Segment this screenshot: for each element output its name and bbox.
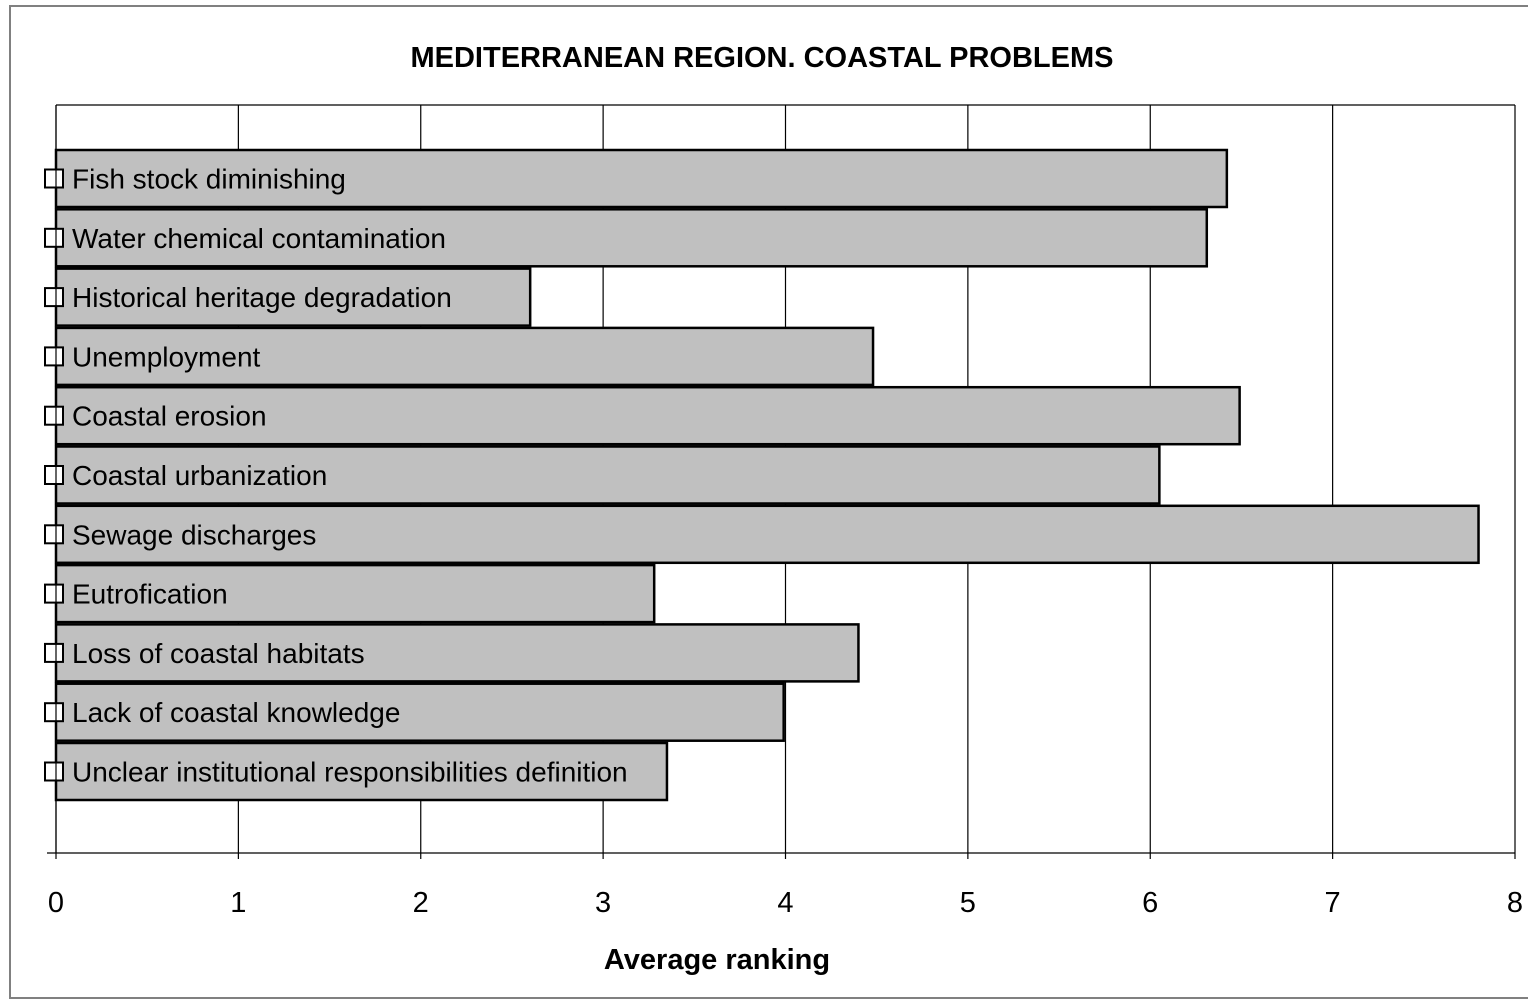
chart-title: MEDITERRANEAN REGION. COASTAL PROBLEMS (410, 42, 1113, 74)
bars (54, 148, 1480, 802)
x-axis: 0 1 2 3 4 5 6 7 8 (47, 105, 1523, 919)
category-label: Loss of coastal habitats (72, 638, 365, 669)
bar (54, 148, 1229, 209)
category-label: Historical heritage degradation (72, 282, 452, 313)
x-tick-label: 0 (48, 887, 64, 919)
bar (54, 385, 1241, 446)
x-tick-label: 8 (1507, 887, 1523, 919)
x-tick-label: 2 (413, 887, 429, 919)
x-tick-label: 5 (960, 887, 976, 919)
category-label: Coastal erosion (72, 401, 267, 432)
x-tick-label: 1 (230, 887, 246, 919)
category-label: Unemployment (72, 341, 261, 372)
category-marker (44, 642, 64, 663)
x-axis-title: Average ranking (604, 944, 830, 976)
category-marker (44, 702, 64, 723)
x-tick-label: 7 (1325, 887, 1341, 919)
category-label: Unclear institutional responsibilities d… (72, 757, 628, 788)
category-marker (44, 465, 64, 485)
category-marker (44, 287, 64, 308)
bar (54, 563, 656, 624)
category-label: Sewage discharges (72, 519, 316, 550)
bar (54, 741, 669, 802)
category-marker (44, 405, 64, 426)
category-marker (44, 227, 64, 248)
category-labels: Fish stock diminishing Water chemical con… (44, 164, 628, 788)
category-marker (44, 524, 64, 545)
category-label: Coastal urbanization (72, 460, 327, 491)
category-marker (44, 583, 64, 604)
x-tick-label: 6 (1142, 887, 1158, 919)
category-label: Water chemical contamination (72, 223, 446, 254)
bar (54, 504, 1480, 565)
bar (54, 267, 532, 327)
category-label: Eutrofication (72, 579, 228, 610)
category-marker (44, 168, 64, 189)
x-tick-label: 3 (595, 887, 611, 919)
x-tick-label: 4 (777, 887, 793, 919)
category-marker (44, 346, 64, 367)
category-marker (44, 761, 64, 782)
category-label: Fish stock diminishing (72, 164, 346, 195)
category-label: Lack of coastal knowledge (72, 697, 400, 728)
bar (54, 623, 860, 683)
